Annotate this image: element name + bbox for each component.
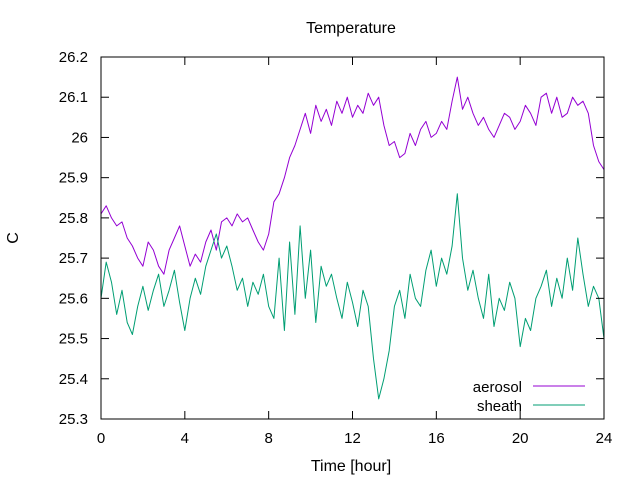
plot-frame (100, 56, 605, 420)
y-tick-label: 26 (71, 129, 88, 146)
x-tick-label: 0 (97, 430, 105, 447)
x-tick-label: 8 (264, 430, 272, 447)
y-tick-label: 25.7 (59, 250, 88, 267)
x-tick-label: 16 (428, 430, 445, 447)
x-tick-label: 20 (512, 430, 529, 447)
x-tick-label: 4 (181, 430, 189, 447)
plot-area (100, 76, 605, 400)
x-axis-label: Time [hour] (311, 458, 391, 475)
y-tick-label: 26.1 (59, 89, 88, 106)
y-tick-label: 25.9 (59, 170, 88, 187)
legend: aerosol sheath (473, 379, 585, 415)
x-tick-label: 12 (344, 430, 361, 447)
series-line-aerosol (100, 76, 605, 275)
y-tick-label: 25.8 (59, 210, 88, 227)
x-tick-label: 24 (596, 430, 613, 447)
y-tick-label: 25.4 (59, 371, 88, 388)
y-tick-label: 25.6 (59, 290, 88, 307)
y-axis-label: C (5, 232, 22, 244)
y-tick-label: 25.3 (59, 411, 88, 428)
legend-label-aerosol: aerosol (473, 379, 522, 396)
chart-title: Temperature (306, 20, 396, 37)
series-line-sheath (100, 193, 605, 400)
legend-label-sheath: sheath (477, 398, 522, 415)
y-tick-label: 25.5 (59, 331, 88, 348)
y-tick-label: 26.2 (59, 49, 88, 66)
